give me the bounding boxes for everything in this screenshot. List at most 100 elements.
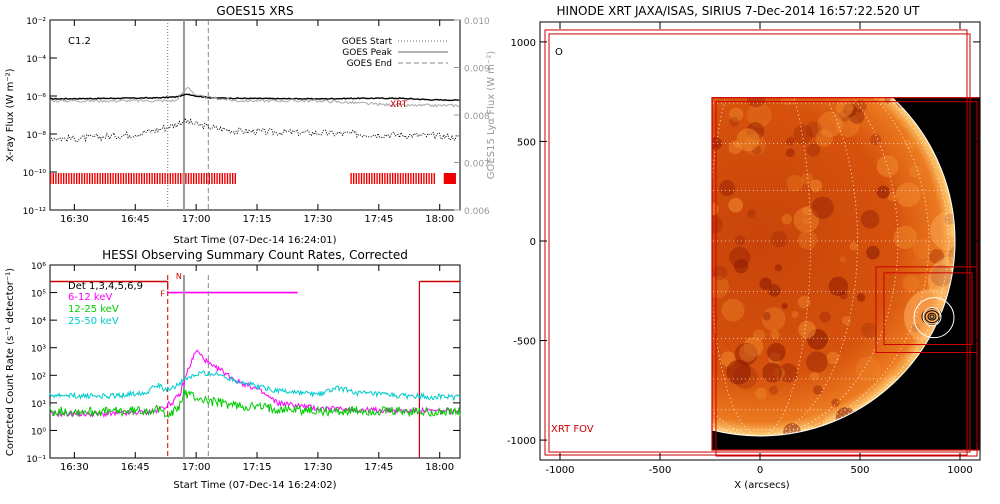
xrt-coverage-bar xyxy=(161,173,164,184)
coronal-feature xyxy=(766,342,786,362)
coronal-feature xyxy=(806,143,820,157)
limb-brightening xyxy=(930,211,955,252)
xrt-coverage-bar xyxy=(133,173,135,184)
coronal-feature xyxy=(887,191,897,202)
hessi-x-tick-label: 17:30 xyxy=(304,462,333,473)
xrt-coverage-bar xyxy=(200,173,203,184)
xrt-coverage-bar xyxy=(376,173,378,184)
xrt-coverage-bar xyxy=(154,173,156,184)
xrt-coverage-bar xyxy=(151,173,153,184)
coronal-feature xyxy=(734,235,746,246)
coronal-feature xyxy=(729,116,740,127)
xrt-fov-box xyxy=(883,272,973,346)
xrt-coverage-bar xyxy=(112,173,114,184)
xrt-coverage-bar xyxy=(206,173,208,184)
longitude-line xyxy=(712,97,930,436)
coronal-feature xyxy=(811,196,834,219)
xrt-coverage-bar xyxy=(169,173,171,184)
coronal-feature xyxy=(817,111,843,137)
coronal-feature xyxy=(861,322,878,339)
coronal-feature xyxy=(839,256,846,263)
xrt-coverage-bar xyxy=(138,173,140,184)
xrt-coverage-bar xyxy=(89,173,91,184)
coronal-feature xyxy=(746,102,772,128)
flare-flag-label: F xyxy=(160,290,165,299)
xrt-coverage-bar xyxy=(368,173,370,184)
longitude-line xyxy=(712,97,949,436)
coronal-feature xyxy=(778,363,798,383)
coronal-feature xyxy=(819,311,831,323)
goes-short-series xyxy=(49,116,460,143)
xrt-coverage-bar xyxy=(428,173,430,184)
xrt-coverage-bar xyxy=(117,173,119,184)
xrt-coverage-bar xyxy=(420,173,422,184)
xrt-coverage-bar xyxy=(350,173,352,184)
hessi-legend-12-25: 12-25 keV xyxy=(68,304,119,315)
xrt-coverage-bar xyxy=(219,173,221,184)
xrt-coverage-block xyxy=(443,173,456,184)
xrt-coverage-bar xyxy=(213,173,216,184)
goes-y-tick-label: 10⁻² xyxy=(26,17,46,27)
xrt-coverage-bar xyxy=(384,173,386,184)
coronal-feature xyxy=(801,172,814,185)
coronal-feature xyxy=(747,209,756,218)
longitude-line xyxy=(712,97,858,436)
lyman-alpha-series xyxy=(49,87,460,108)
coronal-feature xyxy=(791,310,799,319)
goes-yright-tick-label: 0.009 xyxy=(464,65,490,75)
goes-long-series xyxy=(49,93,460,102)
xrt-corner-marker: O xyxy=(555,47,563,58)
xrt-coverage-bar xyxy=(141,173,143,184)
hessi-panel: HESSI Observing Summary Count Rates, Cor… xyxy=(5,248,461,491)
xrt-fov-box xyxy=(875,266,978,353)
xrt-coverage-bar xyxy=(216,173,218,184)
heliographic-grid xyxy=(712,97,955,436)
goes-ylabel: X-ray Flux (W m⁻²) xyxy=(5,68,16,161)
coronal-feature xyxy=(866,245,880,260)
coronal-feature xyxy=(786,137,795,146)
xrt-x-tick-label: -500 xyxy=(649,465,672,476)
goes-xlabel: Start Time (07-Dec-14 16:24:01) xyxy=(173,235,336,246)
xrt-coverage-bar xyxy=(81,173,83,184)
goes-flare-class: C1.2 xyxy=(68,36,91,47)
coronal-feature xyxy=(826,351,840,365)
xrt-title: HINODE XRT JAXA/ISAS, SIRIUS 7-Dec-2014 … xyxy=(557,4,921,18)
goes-y-tick-label: 10⁻¹² xyxy=(23,207,47,217)
goes-yright-tick-label: 0.007 xyxy=(464,160,490,170)
goes-title: GOES15 XRS xyxy=(216,4,293,18)
xrt-y-tick-label: 0 xyxy=(530,237,536,248)
xrt-coverage-bar xyxy=(415,173,417,184)
xrt-coverage-bar xyxy=(232,173,234,184)
xrt-coverage-bar xyxy=(128,173,130,184)
solar-limb xyxy=(712,97,956,437)
hessi-y-tick-label: 10¹ xyxy=(31,400,46,410)
xrt-coverage-bar xyxy=(180,173,182,184)
xrt-y-tick-label: -500 xyxy=(513,337,536,348)
hessi-y-tick-label: 10⁰ xyxy=(31,427,46,437)
coronal-feature xyxy=(855,356,881,383)
xrt-coverage-bar xyxy=(355,173,357,184)
goes-legend-start: GOES Start xyxy=(342,37,393,47)
xrt-coverage-bar xyxy=(159,173,161,184)
xrt-coverage-bar xyxy=(221,173,223,184)
hessi-ylabel: Corrected Count Rate (s⁻¹ detector⁻¹) xyxy=(5,268,16,456)
coronal-feature xyxy=(768,284,781,297)
goes-yright-tick-label: 0.010 xyxy=(464,17,490,27)
hessi-title: HESSI Observing Summary Count Rates, Cor… xyxy=(102,248,408,262)
hessi-25-50kev-series xyxy=(49,370,461,402)
xrt-coverage-bar xyxy=(164,173,166,184)
xrt-coverage-bar xyxy=(234,173,236,184)
coronal-feature xyxy=(734,258,749,274)
xrt-coverage-bar xyxy=(193,173,195,184)
xrt-coverage-bar xyxy=(208,173,210,184)
goes-y-tick-label: 10⁻¹⁰ xyxy=(23,169,47,179)
xrt-coverage-bar xyxy=(195,173,197,184)
hessi-x-tick-label: 17:45 xyxy=(364,462,393,473)
coronal-feature xyxy=(774,264,783,272)
coronal-feature xyxy=(736,128,760,152)
coronal-feature xyxy=(768,385,779,396)
xrt-coverage-bar xyxy=(177,173,179,184)
xrt-coverage-bar xyxy=(190,173,192,184)
goes-x-tick-label: 17:45 xyxy=(364,214,393,225)
hessi-12-25kev-series xyxy=(49,388,461,418)
